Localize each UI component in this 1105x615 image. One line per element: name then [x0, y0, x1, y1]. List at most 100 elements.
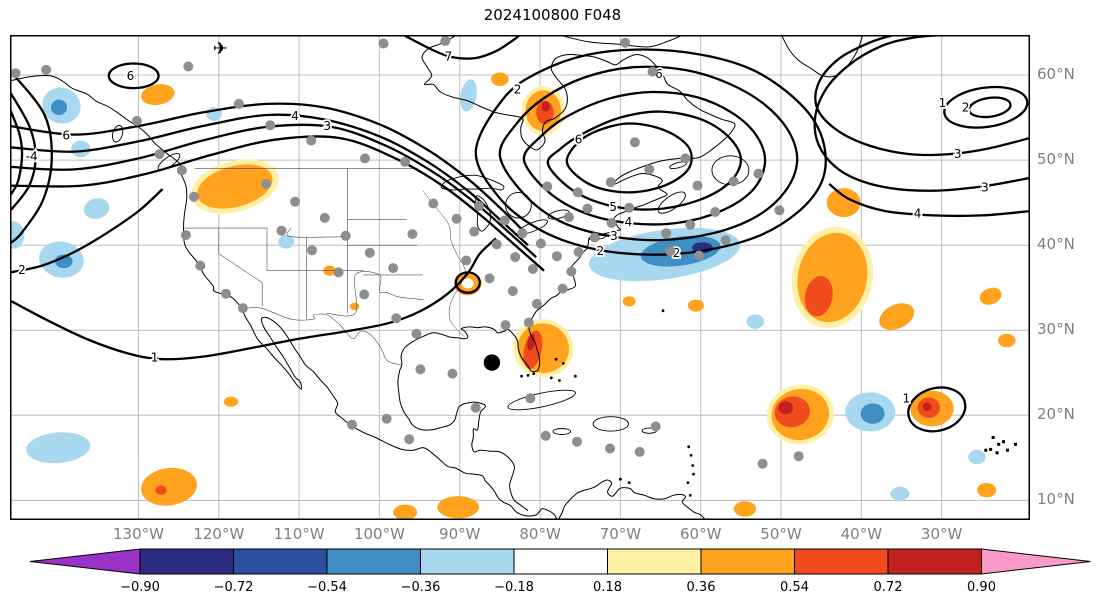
- island: [661, 309, 665, 313]
- stipple-dot: [1006, 448, 1009, 452]
- shaded-region: [517, 323, 569, 373]
- colorbar-over-arrow: [981, 548, 1091, 575]
- station-dot: [41, 64, 52, 75]
- lon-tick-label: 40°W: [840, 525, 883, 543]
- coastline: [557, 35, 684, 48]
- stipple-dot: [984, 448, 988, 452]
- station-dot: [447, 368, 458, 379]
- contour-line: [943, 85, 1029, 129]
- contour-line: [828, 182, 1030, 218]
- station-dot: [188, 191, 199, 202]
- stipple-dot: [989, 447, 993, 451]
- shaded-region: [10, 221, 25, 249]
- station-dot: [694, 250, 705, 261]
- colorbar-tick-label: −0.90: [120, 580, 160, 595]
- island: [692, 472, 695, 476]
- station-dot: [685, 219, 696, 230]
- station-dot: [566, 266, 577, 277]
- colorbar-segment: [420, 548, 515, 575]
- station-dot: [461, 255, 472, 266]
- station-dot: [507, 286, 518, 297]
- station-dot: [606, 218, 617, 228]
- station-dot: [221, 288, 231, 299]
- contour-line: [454, 271, 481, 294]
- island: [689, 453, 693, 457]
- colorbar-tick-label: −0.54: [307, 580, 347, 595]
- station-dot: [728, 176, 739, 187]
- stipple-dot: [1014, 442, 1017, 446]
- colorbar: [0, 548, 1105, 575]
- contour-label: 5: [609, 200, 617, 214]
- colorbar-segment: [513, 548, 608, 575]
- contour-line: [907, 386, 967, 433]
- shaded-region: [541, 101, 550, 112]
- station-dot: [540, 430, 551, 441]
- shaded-region: [687, 299, 704, 312]
- contour-line: [107, 62, 160, 90]
- shaded-region: [491, 72, 509, 86]
- station-dot: [629, 137, 640, 148]
- contour-line: [967, 96, 1012, 119]
- contour-line: [10, 102, 525, 233]
- station-dot: [391, 313, 402, 324]
- station-dot: [525, 393, 536, 404]
- station-dot: [500, 320, 511, 331]
- lat-tick-label: 40°N: [1037, 235, 1075, 254]
- contour-label: 1: [939, 96, 947, 110]
- station-dot: [535, 238, 546, 249]
- station-dot: [404, 434, 415, 445]
- colorbar-tick-label: 0.72: [873, 580, 903, 595]
- stipple-dot: [1002, 440, 1005, 444]
- station-dot: [517, 228, 528, 239]
- shaded-region: [393, 504, 418, 520]
- lat-tick-label: 30°N: [1037, 320, 1075, 339]
- aircraft-icon: ✈: [213, 39, 228, 60]
- station-dot: [573, 247, 584, 257]
- contour-line: [10, 108, 24, 197]
- station-dot: [542, 181, 553, 192]
- stipple-dot: [995, 451, 999, 455]
- island: [554, 357, 558, 361]
- shaded-region: [979, 287, 1002, 305]
- shaded-region: [461, 278, 474, 289]
- shaded-region: [804, 275, 833, 317]
- island: [691, 464, 695, 467]
- colorbar-segment: [887, 548, 982, 575]
- station-dot: [261, 178, 272, 189]
- station-dot: [378, 38, 389, 49]
- station-dot: [333, 267, 344, 278]
- contour-label: 2: [673, 246, 681, 260]
- station-dot: [499, 215, 510, 226]
- contour-line: [474, 48, 827, 256]
- chart-title: 2024100800 F048: [483, 6, 622, 24]
- contour-line: [565, 122, 693, 194]
- map-plot-area: -4 6 4 3 6 7 2 6 6 5 4 3 2 2 1 2 1 2 3 3 4 1 ✈: [10, 35, 1030, 520]
- contour-label: 3: [954, 147, 962, 161]
- station-dot: [265, 120, 276, 131]
- colorbar-segment: [607, 548, 702, 575]
- shaded-region: [155, 485, 167, 495]
- station-dot: [634, 446, 645, 457]
- contour-line: [10, 91, 37, 212]
- station-dot: [647, 66, 658, 77]
- shaded-region: [460, 79, 477, 112]
- contour-line: [813, 35, 1030, 192]
- island: [532, 372, 536, 375]
- political-border: [241, 307, 402, 366]
- island: [558, 379, 561, 382]
- shaded-region: [83, 198, 110, 220]
- shaded-region: [997, 333, 1016, 348]
- station-dot: [650, 421, 661, 432]
- contour-label: 2: [596, 244, 604, 258]
- lon-tick-label: 80°W: [519, 525, 561, 543]
- shaded-region: [141, 84, 175, 106]
- contour-label: 7: [445, 49, 453, 63]
- shaded-region: [778, 401, 793, 415]
- station-dot: [661, 228, 672, 239]
- station-dot: [474, 201, 484, 211]
- station-dot: [605, 177, 616, 188]
- contour-label: 4: [914, 207, 922, 221]
- station-dot: [470, 402, 481, 413]
- island: [657, 191, 686, 214]
- contour-line: [402, 35, 521, 60]
